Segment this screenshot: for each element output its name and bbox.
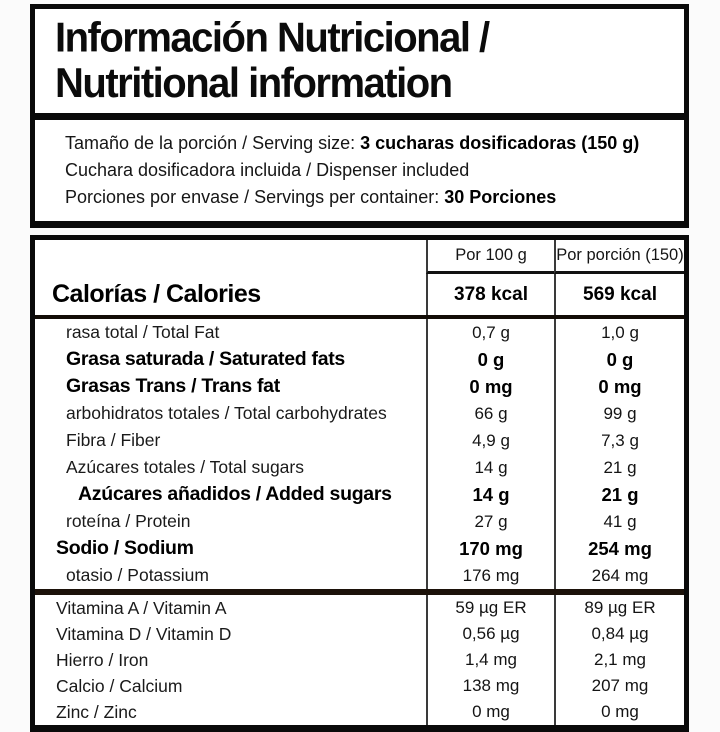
row-total-sugars-per-serving: 21 g — [554, 454, 684, 481]
row-iron-per-serving: 2,1 mg — [554, 647, 684, 673]
row-zinc-per-100g: 0 mg — [426, 699, 554, 725]
row-sodium-per-serving: 254 mg — [554, 535, 684, 562]
row-carbohydrates-label: arbohidratos totales / Total carbohydrat… — [66, 403, 387, 423]
dispenser-line: Cuchara dosificadora incluida / Dispense… — [65, 160, 470, 180]
row-zinc-per-serving: 0 mg — [554, 699, 684, 725]
row-trans-fat-label: Grasas Trans / Trans fat — [66, 375, 280, 397]
header-spacer — [35, 240, 426, 274]
row-saturated-fat-label: Grasa saturada / Saturated fats — [66, 348, 345, 370]
row-calcium-per-serving: 207 mg — [554, 673, 684, 699]
nutrition-label: Información Nutricional / Nutritional inf… — [30, 4, 689, 732]
row-protein-per-serving: 41 g — [554, 508, 684, 535]
serving-info-box: Tamaño de la porción / Serving size: 3 c… — [30, 120, 689, 228]
row-total-sugars-label: Azúcares totales / Total sugars — [66, 457, 304, 477]
row-carbohydrates-per-100g: 66 g — [426, 400, 554, 427]
row-sodium-per-100g: 170 mg — [426, 535, 554, 562]
row-calcium-label: Calcio / Calcium — [56, 675, 183, 696]
label-title: Información Nutricional / Nutritional inf… — [55, 15, 674, 107]
row-added-sugars-per-serving: 21 g — [554, 481, 684, 508]
row-fiber-label: Fibra / Fiber — [66, 430, 161, 450]
row-potassium-per-100g: 176 mg — [426, 562, 554, 589]
row-vitamin-a-per-serving: 89 µg ER — [554, 595, 684, 621]
servings-per-container-line: Porciones por envase / Servings per cont… — [65, 184, 674, 211]
row-vitamin-a-label: Vitamina A / Vitamin A — [56, 597, 227, 618]
separator-below-calories — [35, 315, 684, 319]
row-vitamin-d-label: Vitamina D / Vitamin D — [56, 623, 232, 644]
row-fiber-per-serving: 7,3 g — [554, 427, 684, 454]
row-zinc-label: Zinc / Zinc — [56, 701, 137, 722]
row-protein-label: roteína / Protein — [66, 511, 191, 531]
row-iron-per-100g: 1,4 mg — [426, 647, 554, 673]
row-iron-label: Hierro / Iron — [56, 649, 149, 670]
row-calcium-per-100g: 138 mg — [426, 673, 554, 699]
row-potassium-label: otasio / Potassium — [66, 565, 209, 585]
row-fiber-per-100g: 4,9 g — [426, 427, 554, 454]
row-vitamin-d-per-serving: 0,84 µg — [554, 621, 684, 647]
serving-size-value: 3 cucharas dosificadoras (150 g) — [360, 133, 640, 153]
row-total-fat-per-serving: 1,0 g — [554, 319, 684, 346]
row-protein-per-100g: 27 g — [426, 508, 554, 535]
servings-per-container-label: Porciones por envase / Servings per cont… — [65, 187, 445, 207]
separator-before-micronutrients — [35, 589, 684, 595]
row-potassium-per-serving: 264 mg — [554, 562, 684, 589]
row-added-sugars-per-100g: 14 g — [426, 481, 554, 508]
calories-per-serving: 569 kcal — [554, 274, 684, 315]
row-saturated-fat-per-100g: 0 g — [426, 346, 554, 373]
serving-size-label: Tamaño de la porción / Serving size: — [65, 133, 361, 153]
label-title-line2: Nutritional information — [55, 60, 453, 107]
row-trans-fat-per-100g: 0 mg — [426, 373, 554, 400]
nutrition-grid: Por 100 g Por porción (150) Calorías / C… — [35, 240, 684, 725]
column-header-per-serving: Por porción (150) — [554, 240, 684, 274]
row-trans-fat-per-serving: 0 mg — [554, 373, 684, 400]
servings-per-container-value: 30 Porciones — [444, 187, 557, 207]
title-box: Información Nutricional / Nutritional inf… — [30, 4, 689, 120]
row-sodium-label: Sodio / Sodium — [56, 537, 194, 559]
row-total-fat-per-100g: 0,7 g — [426, 319, 554, 346]
column-header-per-100g: Por 100 g — [426, 240, 554, 274]
row-total-sugars-per-100g: 14 g — [426, 454, 554, 481]
nutrition-table: Por 100 g Por porción (150) Calorías / C… — [30, 235, 689, 732]
row-vitamin-d-per-100g: 0,56 µg — [426, 621, 554, 647]
label-title-line1: Información Nutricional / — [55, 15, 490, 61]
row-total-fat-label: rasa total / Total Fat — [66, 322, 220, 342]
row-carbohydrates-per-serving: 99 g — [554, 400, 684, 427]
calories-label: Calorías / Calories — [52, 280, 261, 308]
calories-per-100g: 378 kcal — [426, 274, 554, 315]
serving-size-line: Tamaño de la porción / Serving size: 3 c… — [65, 130, 674, 157]
row-added-sugars-label: Azúcares añadidos / Added sugars — [78, 483, 392, 505]
row-vitamin-a-per-100g: 59 µg ER — [426, 595, 554, 621]
row-saturated-fat-per-serving: 0 g — [554, 346, 684, 373]
